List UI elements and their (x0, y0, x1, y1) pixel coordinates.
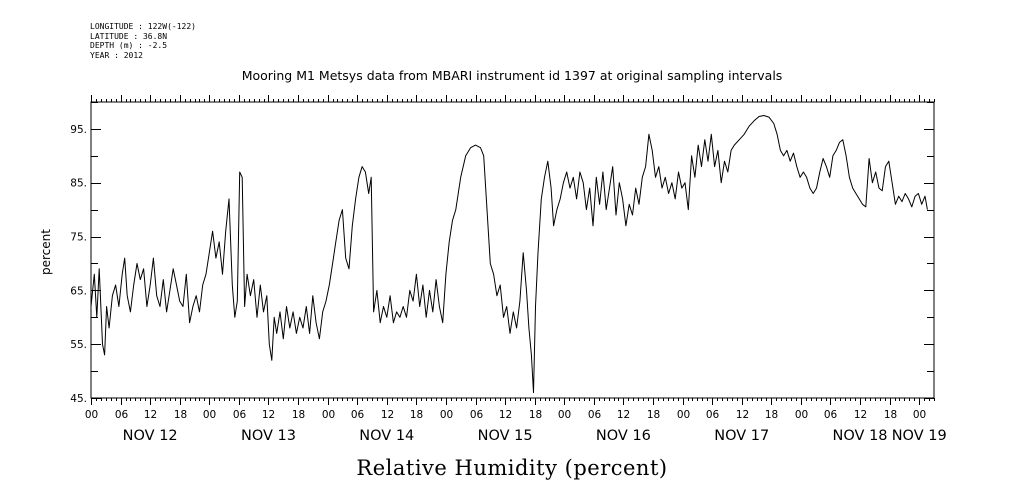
x-hour-tick-label: 06 (824, 409, 838, 421)
x-hour-tick-label: 00 (440, 409, 453, 421)
plot-area: 00 06 12 18 00 06 12 18 00 06 12 18 00 06 12 18 00 06 12 18… (70, 95, 947, 444)
y-tick-label: 95. (70, 124, 87, 136)
x-hour-tick-label: 18 (529, 409, 542, 421)
x-hour-tick-label: 00 (203, 409, 216, 421)
x-day-label: NOV 18 (833, 428, 888, 444)
x-axis-label: Relative Humidity (percent) (356, 456, 667, 480)
x-hour-tick-label: 06 (233, 409, 247, 421)
x-hour-tick-label: 12 (144, 409, 157, 421)
x-hour-tick-label: 18 (292, 409, 305, 421)
x-day-label: NOV 12 (123, 428, 178, 444)
longitude-text: LONGITUDE : 122W(-122) (90, 22, 196, 31)
x-hour-tick-label: 00 (85, 409, 98, 421)
humidity-series-line (90, 115, 928, 394)
x-hour-tick-label: 18 (647, 409, 660, 421)
x-hour-tick-label: 12 (262, 409, 275, 421)
x-day-label: NOV 16 (596, 428, 651, 444)
depth-text: DEPTH (m) : -2.5 (90, 41, 168, 50)
y-tick-label: 85. (70, 178, 87, 190)
y-tick-label: 55. (70, 339, 87, 351)
x-hour-tick-label: 06 (351, 409, 365, 421)
x-hour-tick-label: 00 (322, 409, 335, 421)
x-hour-tick-label: 18 (765, 409, 778, 421)
x-hour-tick-label: 18 (884, 409, 897, 421)
station-metadata: LONGITUDE : 122W(-122) LATITUDE : 36.8N … (90, 22, 196, 60)
x-hour-tick-label: 12 (736, 409, 749, 421)
year-text: YEAR : 2012 (90, 50, 143, 60)
x-hour-tick-label: 00 (913, 409, 926, 421)
chart-title: Mooring M1 Metsys data from MBARI instru… (242, 68, 783, 83)
x-hour-tick-label: 00 (677, 409, 690, 421)
x-hour-tick-label: 06 (115, 409, 129, 421)
latitude-text: LATITUDE : 36.8N (90, 31, 168, 41)
x-day-label: NOV 13 (241, 428, 296, 444)
x-hour-tick-label: 12 (854, 409, 867, 421)
y-tick-label: 75. (70, 232, 87, 244)
x-hour-tick-label: 12 (617, 409, 630, 421)
x-day-label: NOV 14 (359, 428, 414, 444)
plot-frame (90, 101, 935, 399)
x-hour-tick-label: 12 (381, 409, 394, 421)
y-tick-label: 45. (70, 393, 87, 405)
x-hour-tick-label: 06 (470, 409, 484, 421)
x-hour-tick-label: 06 (588, 409, 602, 421)
x-hour-tick-label: 00 (795, 409, 808, 421)
x-day-label: NOV 17 (714, 428, 769, 444)
x-hour-tick-label: 12 (499, 409, 512, 421)
x-hour-tick-label: 00 (558, 409, 571, 421)
x-day-label: NOV 15 (478, 428, 533, 444)
x-hour-tick-label: 06 (706, 409, 720, 421)
x-day-label: NOV 19 (892, 428, 947, 444)
y-tick-label: 65. (70, 285, 87, 297)
y-axis-label: percent (39, 229, 53, 275)
x-hour-tick-label: 18 (410, 409, 423, 421)
x-hour-tick-label: 18 (174, 409, 187, 421)
